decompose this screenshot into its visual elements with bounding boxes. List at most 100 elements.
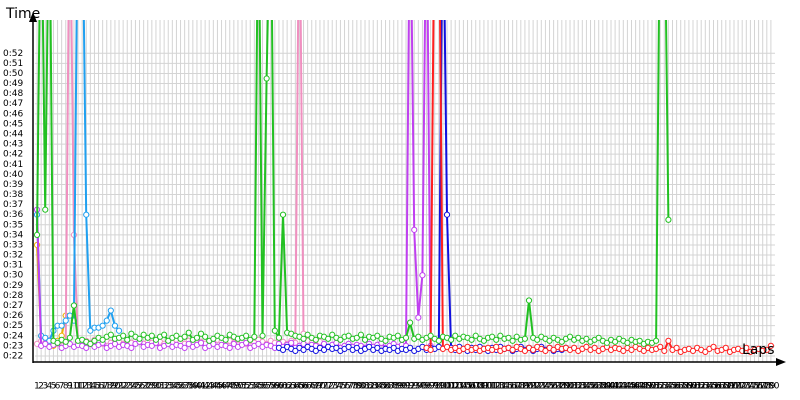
x-tick-label: 29 xyxy=(146,382,158,392)
point xyxy=(665,216,672,223)
point xyxy=(115,327,123,334)
point xyxy=(312,347,319,355)
x-tick-label: 149 xyxy=(635,382,652,392)
x-tick-label: 142 xyxy=(607,382,624,392)
x-tick-label: 154 xyxy=(656,382,673,392)
point xyxy=(243,332,250,339)
x-tick-label: 104 xyxy=(451,382,468,392)
point xyxy=(415,314,422,321)
point xyxy=(571,344,578,351)
point xyxy=(394,332,401,339)
point xyxy=(34,231,41,238)
x-tick-label: 118 xyxy=(508,382,525,392)
x-tick-label: 85 xyxy=(376,382,387,392)
point xyxy=(173,332,180,339)
x-tick-label: 111 xyxy=(479,382,496,392)
x-tick-label: 62 xyxy=(281,382,292,392)
point xyxy=(107,307,114,314)
x-tick-label: 17 xyxy=(97,382,108,392)
point xyxy=(407,319,414,326)
point xyxy=(259,332,266,339)
y-tick-label: 0:29 xyxy=(3,281,23,291)
x-tick-label: 7 xyxy=(59,382,65,392)
point xyxy=(312,336,319,343)
x-tick-label: 15 xyxy=(89,382,100,392)
point xyxy=(657,343,664,350)
x-tick-label: 112 xyxy=(484,382,501,392)
x-tick-label: 39 xyxy=(187,382,199,392)
x-tick-label: 44 xyxy=(208,382,220,392)
point xyxy=(558,338,565,345)
x-tick-label: 148 xyxy=(631,382,648,392)
x-tick-label: 169 xyxy=(717,382,734,392)
point xyxy=(636,337,643,344)
point xyxy=(243,339,250,346)
x-tick-label: 180 xyxy=(762,382,779,392)
x-tick-label: 21 xyxy=(113,382,124,392)
x-tick-label: 123 xyxy=(529,382,546,392)
x-tick-label: 159 xyxy=(676,382,693,392)
point xyxy=(612,338,619,345)
x-tick-label: 150 xyxy=(639,382,656,392)
point xyxy=(530,346,537,353)
x-tick-label: 168 xyxy=(713,382,730,392)
x-tick-label: 27 xyxy=(138,382,149,392)
x-tick-label: 73 xyxy=(327,382,338,392)
x-tick-label: 109 xyxy=(471,382,488,392)
x-tick-label: 40 xyxy=(191,382,203,392)
x-tick-label: 101 xyxy=(438,382,455,392)
x-tick-label: 173 xyxy=(734,382,751,392)
x-tick-label: 53 xyxy=(245,382,256,392)
point xyxy=(767,342,775,349)
point xyxy=(325,335,332,342)
point xyxy=(435,337,442,344)
x-tick-label: 172 xyxy=(730,382,747,392)
point xyxy=(337,336,344,343)
grid xyxy=(35,20,775,362)
x-tick-label: 81 xyxy=(359,382,370,392)
y-tick-label: 0:35 xyxy=(3,220,23,230)
x-tick-label: 35 xyxy=(171,382,182,392)
x-tick-label: 78 xyxy=(347,382,359,392)
point xyxy=(70,302,78,309)
x-tick-label: 158 xyxy=(672,382,689,392)
point xyxy=(226,344,233,351)
point xyxy=(722,344,729,351)
x-tick-label: 153 xyxy=(652,382,669,392)
x-tick-label: 103 xyxy=(447,382,464,392)
point xyxy=(99,322,106,329)
x-tick-label: 58 xyxy=(265,382,277,392)
x-tick-label: 155 xyxy=(660,382,677,392)
point xyxy=(443,343,451,350)
x-tick-label: 143 xyxy=(611,382,628,392)
point xyxy=(361,336,369,343)
x-tick-label: 176 xyxy=(746,382,763,392)
x-tick-label: 90 xyxy=(396,382,408,392)
x-tick-label: 164 xyxy=(697,382,714,392)
point xyxy=(230,340,237,347)
x-tick-label: 157 xyxy=(668,382,685,392)
point xyxy=(185,340,192,347)
point xyxy=(62,317,69,324)
ticks: 0:220:230:240:250:260:270:280:290:300:31… xyxy=(3,49,780,392)
x-tick-label: 95 xyxy=(417,382,428,392)
x-tick-label: 5 xyxy=(51,382,57,392)
x-tick-label: 25 xyxy=(130,382,141,392)
point xyxy=(575,334,582,341)
point xyxy=(42,340,49,347)
point xyxy=(583,335,590,342)
point xyxy=(279,346,287,353)
x-tick-label: 166 xyxy=(705,382,722,392)
x-tick-label: 46 xyxy=(216,382,228,392)
x-tick-label: 136 xyxy=(582,382,599,392)
point xyxy=(128,330,135,337)
point xyxy=(87,340,94,347)
x-tick-label: 80 xyxy=(355,382,367,392)
x-tick-label: 20 xyxy=(109,382,121,392)
x-tick-label: 4 xyxy=(46,382,52,392)
point xyxy=(382,337,389,344)
x-tick-label: 3 xyxy=(42,382,48,392)
y-tick-label: 0:31 xyxy=(3,261,23,271)
x-tick-label: 137 xyxy=(586,382,603,392)
x-tick-label: 160 xyxy=(680,382,697,392)
